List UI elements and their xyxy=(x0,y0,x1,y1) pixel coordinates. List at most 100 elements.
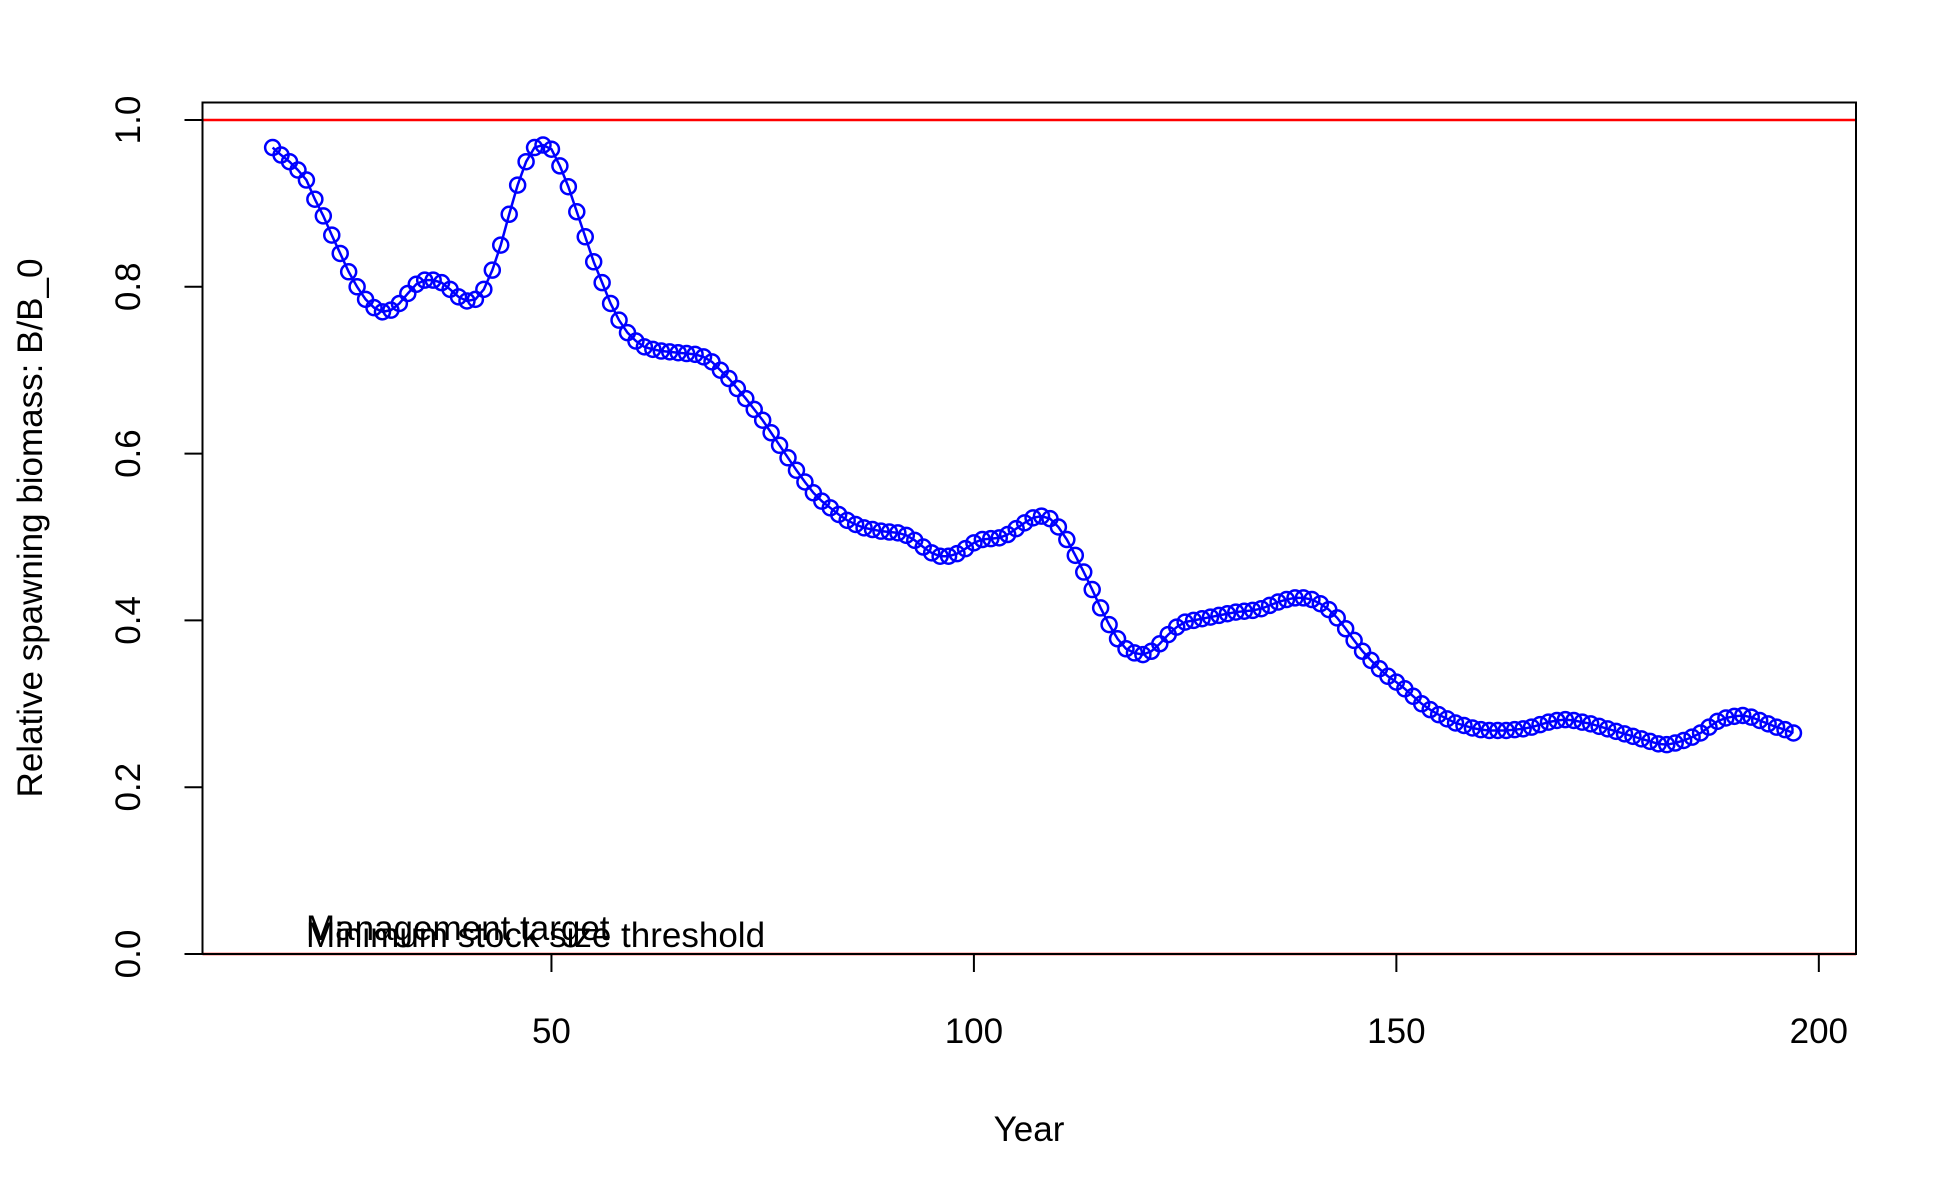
data-point xyxy=(1210,606,1228,625)
data-point xyxy=(1286,589,1304,607)
data-point xyxy=(1531,715,1549,734)
x-axis-label: Year xyxy=(994,1110,1065,1149)
data-point xyxy=(1218,604,1237,623)
data-point xyxy=(610,311,628,329)
data-point xyxy=(1641,732,1659,751)
data-point xyxy=(415,271,434,289)
data-point xyxy=(1784,724,1803,742)
data-point xyxy=(1260,596,1279,615)
data-point xyxy=(339,263,358,281)
data-point xyxy=(1759,715,1777,733)
data-point xyxy=(939,547,958,565)
data-point xyxy=(973,530,992,549)
data-point xyxy=(1514,720,1532,738)
data-point xyxy=(677,344,696,363)
data-point xyxy=(289,161,307,179)
data-point xyxy=(1117,640,1135,658)
data-point xyxy=(1100,615,1118,634)
data-point xyxy=(889,524,907,542)
data-point xyxy=(1421,700,1439,719)
data-point xyxy=(1607,722,1625,741)
data-point xyxy=(373,303,392,321)
data-point xyxy=(576,228,594,246)
data-point xyxy=(838,511,856,530)
data-point xyxy=(525,138,544,157)
data-point xyxy=(297,171,316,189)
data-point xyxy=(1134,645,1152,664)
data-point xyxy=(1539,713,1558,731)
x-tick-label: 50 xyxy=(532,1012,571,1051)
data-point xyxy=(694,348,713,366)
data-point xyxy=(1345,631,1363,650)
data-point xyxy=(551,157,569,175)
data-point xyxy=(1066,546,1085,565)
data-point xyxy=(1708,712,1727,731)
y-tick-label: 0.8 xyxy=(109,262,148,311)
data-point xyxy=(483,261,502,279)
data-point xyxy=(846,515,865,534)
data-point xyxy=(948,544,966,563)
data-point xyxy=(1624,727,1642,746)
data-point xyxy=(1243,601,1262,620)
data-point xyxy=(323,226,341,244)
data-point xyxy=(1598,720,1617,738)
data-point xyxy=(534,136,552,154)
data-point xyxy=(1455,716,1473,735)
data-point xyxy=(652,342,671,360)
data-point xyxy=(635,338,654,356)
data-point xyxy=(390,294,409,313)
data-point xyxy=(644,340,662,359)
data-point xyxy=(500,205,518,224)
data-point xyxy=(1632,730,1651,748)
data-point xyxy=(982,529,1000,548)
data-point xyxy=(1201,608,1220,626)
data-point xyxy=(796,473,814,491)
data-point xyxy=(686,345,704,364)
data-point xyxy=(787,461,806,480)
data-point xyxy=(1058,530,1076,549)
y-axis-label: Relative spawning biomass: B/B_0 xyxy=(11,259,50,798)
data-point xyxy=(1674,731,1693,750)
data-point xyxy=(1522,718,1541,736)
data-point xyxy=(1235,602,1254,620)
data-point xyxy=(1032,507,1051,525)
data-point xyxy=(568,203,586,221)
data-point xyxy=(306,190,324,208)
data-point xyxy=(314,207,333,225)
data-point xyxy=(931,547,949,565)
data-point xyxy=(475,280,493,299)
data-point xyxy=(1725,707,1744,726)
data-point xyxy=(1565,711,1583,730)
y-tick-label: 1.0 xyxy=(109,96,148,145)
data-point xyxy=(863,520,882,539)
data-point xyxy=(1108,630,1127,648)
data-point xyxy=(753,411,772,429)
data-point xyxy=(1015,514,1034,532)
data-point xyxy=(669,343,687,362)
data-point xyxy=(424,271,442,289)
data-point xyxy=(1091,599,1110,617)
data-point xyxy=(660,343,679,361)
data-point xyxy=(1328,609,1346,627)
data-point xyxy=(1472,720,1490,739)
y-tick-label: 0.0 xyxy=(109,930,148,979)
y-tick-label: 0.6 xyxy=(109,429,148,478)
data-point xyxy=(1548,711,1566,730)
x-tick-label: 200 xyxy=(1790,1012,1848,1051)
data-point xyxy=(365,298,383,317)
x-tick-label: 100 xyxy=(945,1012,1003,1051)
data-point xyxy=(922,544,941,562)
data-point xyxy=(1184,611,1203,630)
data-point xyxy=(1590,717,1608,736)
data-point xyxy=(559,177,578,196)
data-point xyxy=(965,534,983,552)
data-point xyxy=(779,449,797,467)
data-point xyxy=(1734,706,1752,725)
data-point xyxy=(584,253,603,271)
plot-frame xyxy=(201,101,1857,955)
data-point xyxy=(770,436,789,455)
data-point xyxy=(1742,708,1760,726)
data-point xyxy=(1074,563,1093,581)
data-point xyxy=(1666,734,1684,752)
